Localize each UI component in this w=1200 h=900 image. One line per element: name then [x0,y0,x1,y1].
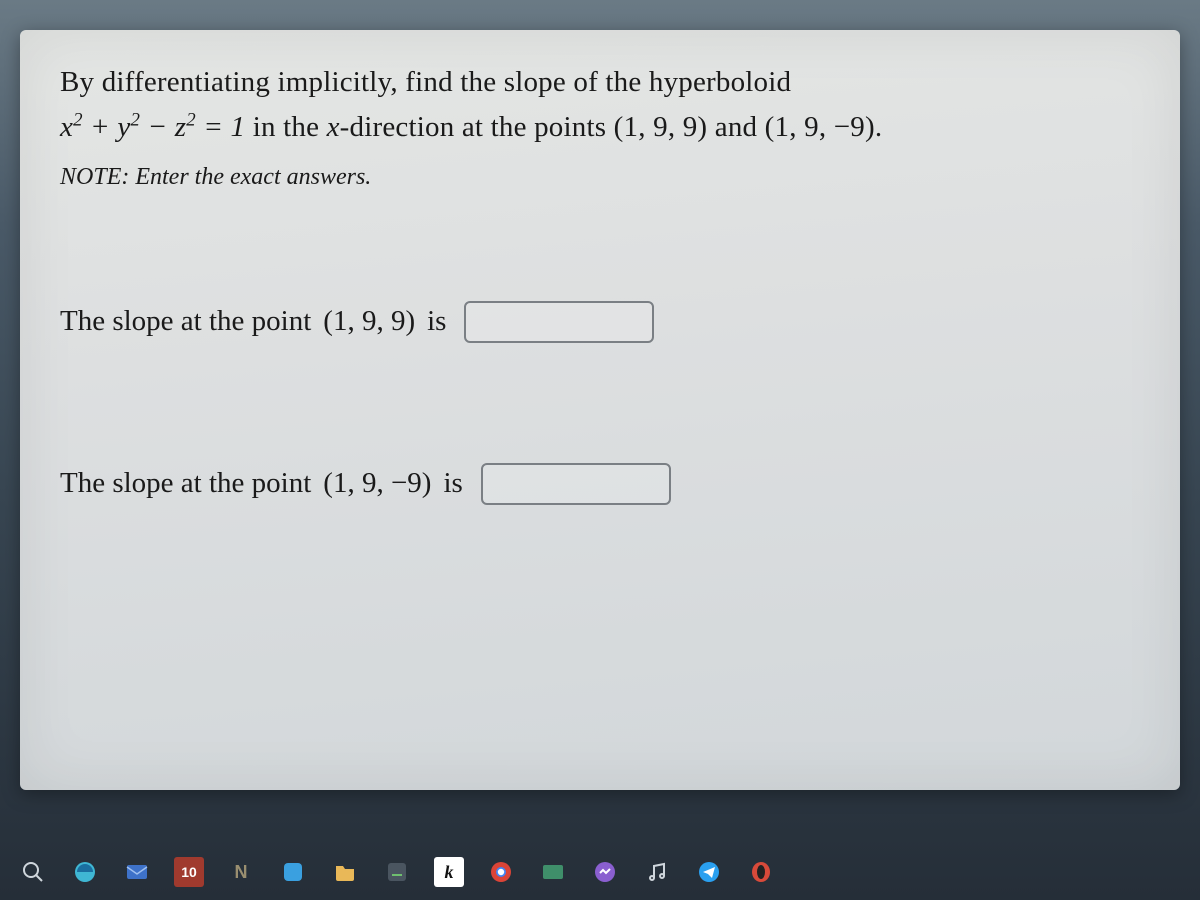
app2-icon[interactable]: N [226,857,256,887]
answer-row-1: The slope at the point (1, 9, 9) is [60,301,1140,343]
answer1-suffix: is [427,305,446,338]
edge-icon[interactable] [70,857,100,887]
app5-icon[interactable] [538,857,568,887]
answer2-input[interactable] [481,463,671,505]
answer2-prefix: The slope at the point [60,467,311,500]
equation: x2 + y2 − z2 = 1 [60,111,253,143]
line2-and: and [707,111,764,143]
line2-mid: in the [253,111,327,143]
answer1-prefix: The slope at the point [60,305,311,338]
direction-var: x [327,111,340,143]
chrome-icon[interactable] [486,857,516,887]
answer-row-2: The slope at the point (1, 9, −9) is [60,463,1140,505]
opera-icon[interactable] [746,857,776,887]
answer2-suffix: is [443,467,462,500]
problem-statement: By differentiating implicitly, find the … [60,60,1140,150]
point2: (1, 9, −9). [765,111,883,143]
telegram-icon[interactable] [694,857,724,887]
search-icon[interactable] [18,857,48,887]
app3-icon[interactable] [278,857,308,887]
music-icon[interactable] [642,857,672,887]
content-area: By differentiating implicitly, find the … [20,30,1180,790]
point1: (1, 9, 9) [614,111,708,143]
problem-line1: By differentiating implicitly, find the … [60,66,791,98]
answer1-point: (1, 9, 9) [323,305,415,338]
messenger-icon[interactable] [590,857,620,887]
kindle-icon[interactable]: k [434,857,464,887]
app4-icon[interactable] [382,857,412,887]
answer2-point: (1, 9, −9) [323,467,431,500]
line2-mid2: -direction at the points [340,111,614,143]
mail-icon[interactable] [122,857,152,887]
answer1-input[interactable] [464,301,654,343]
taskbar: 10 N k [0,844,1200,900]
note-text: NOTE: Enter the exact answers. [60,164,1140,191]
explorer-icon[interactable] [330,857,360,887]
app1-icon[interactable]: 10 [174,857,204,887]
